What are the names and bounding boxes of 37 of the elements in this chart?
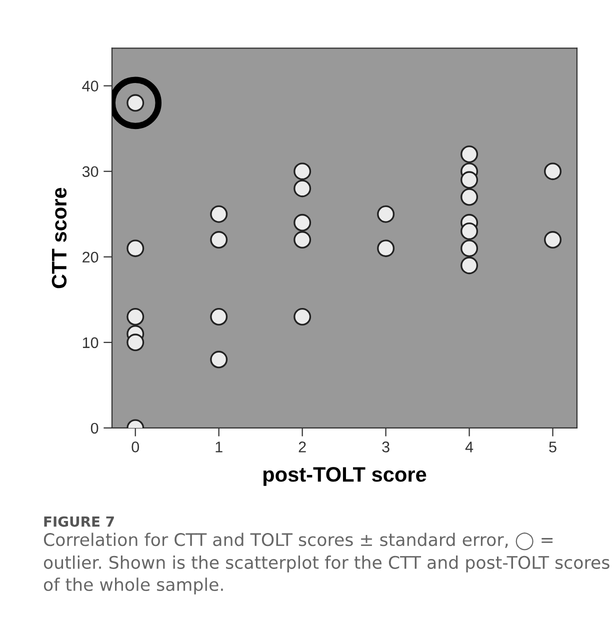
point xyxy=(294,162,312,180)
x-tick-label: 5 xyxy=(549,442,556,452)
x-tick-label: 3 xyxy=(382,442,390,452)
x-axis-title: post-TOLT score xyxy=(263,467,426,486)
y-axis-title: CTT score xyxy=(52,188,67,288)
point xyxy=(544,231,562,249)
point xyxy=(460,188,478,206)
point xyxy=(544,162,562,180)
point xyxy=(377,205,395,223)
point xyxy=(210,205,228,223)
point xyxy=(460,145,478,163)
point xyxy=(126,334,144,352)
point xyxy=(210,308,228,326)
point xyxy=(126,308,144,326)
y-tick-label: 20 xyxy=(82,252,98,263)
y-tick-label: 10 xyxy=(82,337,98,348)
point xyxy=(460,256,478,274)
point xyxy=(294,180,312,198)
point xyxy=(460,222,478,240)
y-tick-label: 30 xyxy=(82,166,98,178)
point xyxy=(210,231,228,249)
x-tick-label: 2 xyxy=(298,442,306,452)
point xyxy=(294,308,312,326)
x-tick-label: 1 xyxy=(216,442,222,452)
text: Correlation for CTT and TOLT scores ± standard error, ◯ = outlier. Shown is the scatterplot for the CTT and post-TOLT scores of the whole sample. xyxy=(44,532,610,594)
point xyxy=(294,214,312,232)
point xyxy=(460,240,478,258)
y-tick-label: 0 xyxy=(90,422,98,434)
point xyxy=(294,231,312,249)
y-tick-label: 40 xyxy=(82,80,98,92)
point xyxy=(377,240,395,258)
caption: FIGURE 7 xyxy=(44,516,114,527)
point xyxy=(126,240,144,258)
x-tick-label: 4 xyxy=(465,442,474,452)
point xyxy=(460,171,478,189)
point xyxy=(210,350,228,368)
x-tick-label: 0 xyxy=(132,442,140,452)
